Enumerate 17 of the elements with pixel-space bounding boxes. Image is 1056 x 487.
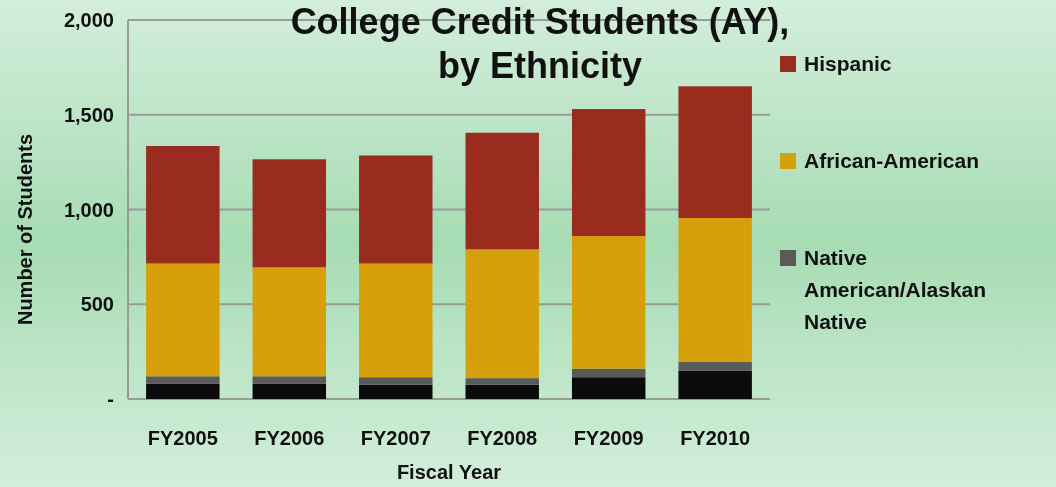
x-tick-label: FY2010 — [680, 427, 751, 449]
y-tick-label: 1,000 — [63, 198, 114, 221]
y-tick-label: 2,000 — [63, 9, 114, 31]
y-tick-label: 500 — [80, 293, 114, 316]
y-axis-title: Number of Students — [14, 133, 36, 326]
x-tick-label: FY2007 — [360, 427, 431, 449]
legend-label: African-American — [804, 149, 980, 172]
x-axis-title: Fiscal Year — [396, 461, 502, 483]
x-tick-label: FY2008 — [467, 427, 538, 449]
x-tick-label: FY2005 — [147, 427, 218, 449]
legend-label: Hispanic — [804, 52, 892, 75]
x-tick-label: FY2006 — [254, 427, 325, 449]
y-tick-label: 1,500 — [63, 103, 114, 126]
chart-title: College Credit Students (AY), by Ethnicity — [290, 1, 790, 86]
y-tick-label: - — [107, 388, 114, 410]
x-tick-label: FY2009 — [573, 427, 644, 449]
legend-label: Native American/Alaskan Native — [804, 246, 987, 333]
